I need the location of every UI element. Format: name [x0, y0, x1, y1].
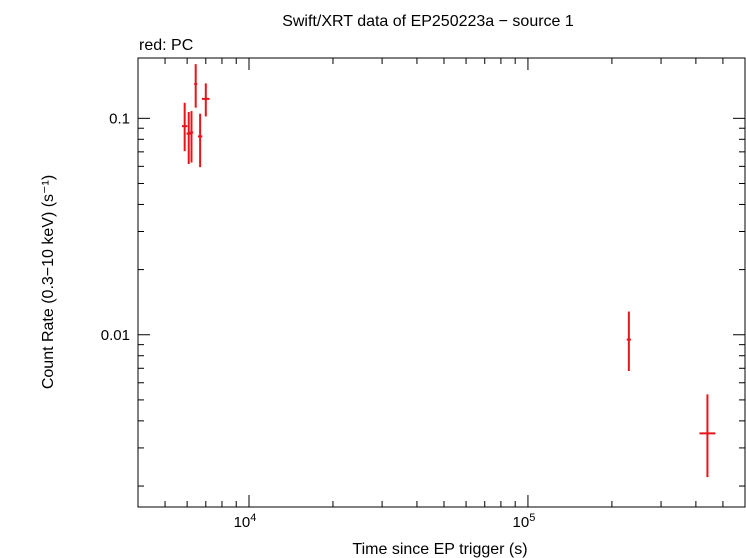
data-point — [201, 83, 210, 117]
data-point — [189, 111, 194, 163]
data-points — [181, 64, 716, 478]
data-point — [194, 64, 198, 108]
data-point — [699, 394, 716, 478]
y-axis-label: Count Rate (0.3−10 keV) (s⁻¹) — [40, 175, 57, 389]
point-marker — [627, 338, 631, 341]
axis-ticks — [137, 58, 746, 507]
plot-frame — [137, 57, 746, 508]
point-marker — [198, 135, 202, 138]
data-point — [181, 102, 188, 152]
y-tick-label: 0.1 — [109, 110, 130, 127]
data-point — [197, 113, 203, 168]
axis-tick-labels: 104 105 0.1 0.01 — [101, 110, 536, 531]
x-axis-label: Time since EP trigger (s) — [352, 541, 527, 558]
point-marker — [187, 132, 191, 135]
point-marker — [183, 124, 186, 128]
y-tick-label: 0.01 — [101, 327, 130, 344]
data-point — [186, 111, 191, 165]
chart-title: Swift/XRT data of EP250223a − source 1 — [282, 13, 574, 30]
point-marker — [190, 131, 193, 134]
data-point — [626, 311, 631, 372]
chart-subtitle: red: PC — [139, 37, 193, 54]
x-tick-label: 104 — [234, 512, 257, 531]
point-marker — [204, 97, 208, 101]
point-marker — [706, 432, 709, 435]
point-marker — [194, 82, 197, 86]
x-tick-label: 105 — [513, 512, 536, 531]
